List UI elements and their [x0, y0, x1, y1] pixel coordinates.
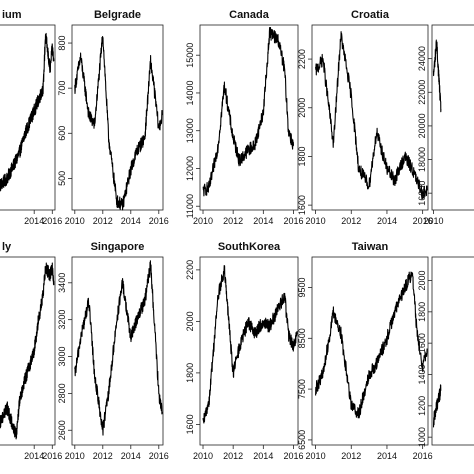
y-tick-label-3-0: 1600: [297, 195, 307, 215]
series-line-9: [432, 384, 442, 428]
y-tick-label-3-3: 2200: [297, 49, 307, 69]
x-tick-label-3-1: 2012: [341, 216, 361, 226]
y-tick-label-2-4: 15000: [185, 43, 195, 68]
y-tick-label-9-1: 1200: [417, 396, 427, 416]
panel-frame-7: [199, 256, 299, 446]
y-tick-label-6-4: 3400: [57, 273, 67, 293]
panel-title-1: Belgrade: [94, 9, 141, 21]
y-tick-label-7-2: 2000: [185, 311, 195, 331]
panel-title-6: Singapore: [91, 241, 145, 253]
y-tick-label-2-2: 13000: [185, 118, 195, 143]
y-tick-label-4-0: 16000: [417, 181, 427, 206]
y-tick-label-2-0: 11000: [185, 194, 195, 218]
y-tick-label-6-1: 2800: [57, 383, 67, 403]
panel-frame-9: [431, 256, 474, 446]
panel-title-0: ium: [2, 9, 22, 21]
x-tick-label-6-1: 2012: [93, 451, 113, 461]
y-tick-label-2-3: 14000: [185, 80, 195, 105]
y-tick-label-9-2: 1400: [417, 364, 427, 384]
y-tick-label-8-3: 9500: [297, 277, 307, 297]
x-tick-label-1-1: 2012: [93, 216, 113, 226]
x-tick-label-0-0: 2014: [24, 216, 44, 226]
x-tick-label-2-3: 2016: [283, 216, 303, 226]
series-line-6: [74, 260, 163, 436]
panel-title-8: Taiwan: [352, 241, 389, 253]
x-tick-label-7-3: 2016: [283, 451, 303, 461]
y-tick-label-4-1: 18000: [417, 147, 427, 172]
x-tick-label-5-0: 2014: [24, 451, 44, 461]
y-tick-label-7-1: 1800: [185, 363, 195, 383]
panel-frame-8: [311, 256, 429, 446]
series-line-3: [315, 31, 428, 200]
y-tick-label-1-2: 700: [57, 81, 67, 96]
panel-frame-5: [0, 256, 56, 446]
x-tick-label-2-2: 2014: [253, 216, 273, 226]
x-tick-label-3-3: 2016: [413, 216, 433, 226]
y-tick-label-6-3: 3200: [57, 310, 67, 330]
panel-frame-6: [71, 256, 164, 446]
y-tick-label-6-2: 3000: [57, 347, 67, 367]
x-tick-label-7-2: 2014: [253, 451, 273, 461]
x-tick-label-3-0: 2010: [306, 216, 326, 226]
panel-title-2: Canada: [229, 9, 270, 21]
y-tick-label-3-2: 2000: [297, 98, 307, 118]
x-tick-label-0-1: 2016: [42, 216, 62, 226]
y-tick-label-6-0: 2600: [57, 420, 67, 440]
y-tick-label-8-0: 6500: [297, 430, 307, 450]
panel-title-7: SouthKorea: [218, 241, 281, 253]
series-line-0: [0, 32, 55, 192]
x-tick-label-7-1: 2012: [223, 451, 243, 461]
panel-frame-0: [0, 24, 56, 211]
y-tick-label-1-0: 500: [57, 171, 67, 186]
y-tick-label-3-1: 1800: [297, 146, 307, 166]
x-tick-label-8-0: 2010: [306, 451, 326, 461]
x-tick-label-6-0: 2010: [65, 451, 85, 461]
panel-title-5: ly: [2, 241, 12, 253]
x-tick-label-1-0: 2010: [65, 216, 85, 226]
x-tick-label-2-0: 2010: [193, 216, 213, 226]
y-tick-label-7-0: 1600: [185, 414, 195, 434]
x-tick-label-4-0: 2010: [423, 216, 443, 226]
series-line-7: [202, 265, 298, 424]
y-tick-label-1-1: 600: [57, 126, 67, 141]
x-tick-label-6-2: 2014: [121, 451, 141, 461]
y-tick-label-7-3: 2200: [185, 260, 195, 280]
x-tick-label-2-1: 2012: [223, 216, 243, 226]
y-tick-label-4-2: 20000: [417, 113, 427, 138]
y-tick-label-9-5: 2000: [417, 270, 427, 290]
series-line-4: [432, 39, 442, 113]
x-tick-label-1-2: 2014: [121, 216, 141, 226]
y-tick-label-8-2: 8500: [297, 328, 307, 348]
series-line-8: [315, 271, 428, 419]
x-tick-label-5-1: 2016: [42, 451, 62, 461]
panel-frame-4: [431, 24, 474, 211]
x-tick-label-1-3: 2016: [149, 216, 169, 226]
y-tick-label-4-3: 22000: [417, 80, 427, 105]
panel-title-3: Croatia: [351, 9, 390, 21]
panel-frame-1: [71, 24, 164, 211]
x-tick-label-8-1: 2012: [341, 451, 361, 461]
panel-frame-2: [199, 24, 299, 211]
y-tick-label-8-1: 7500: [297, 379, 307, 399]
x-tick-label-8-2: 2014: [377, 451, 397, 461]
x-tick-label-8-3: 2016: [413, 451, 433, 461]
series-line-1: [74, 35, 163, 211]
series-line-5: [0, 262, 55, 440]
y-tick-label-2-1: 12000: [185, 156, 195, 181]
y-tick-label-9-0: 1000: [417, 427, 427, 447]
series-line-2: [202, 27, 295, 197]
y-tick-label-1-3: 800: [57, 36, 67, 51]
x-tick-label-7-0: 2010: [193, 451, 213, 461]
x-tick-label-3-2: 2014: [377, 216, 397, 226]
panel-frame-3: [311, 24, 429, 211]
x-tick-label-6-3: 2016: [149, 451, 169, 461]
y-tick-label-4-4: 24000: [417, 46, 427, 71]
y-tick-label-9-3: 1600: [417, 333, 427, 353]
y-tick-label-9-4: 1800: [417, 302, 427, 322]
